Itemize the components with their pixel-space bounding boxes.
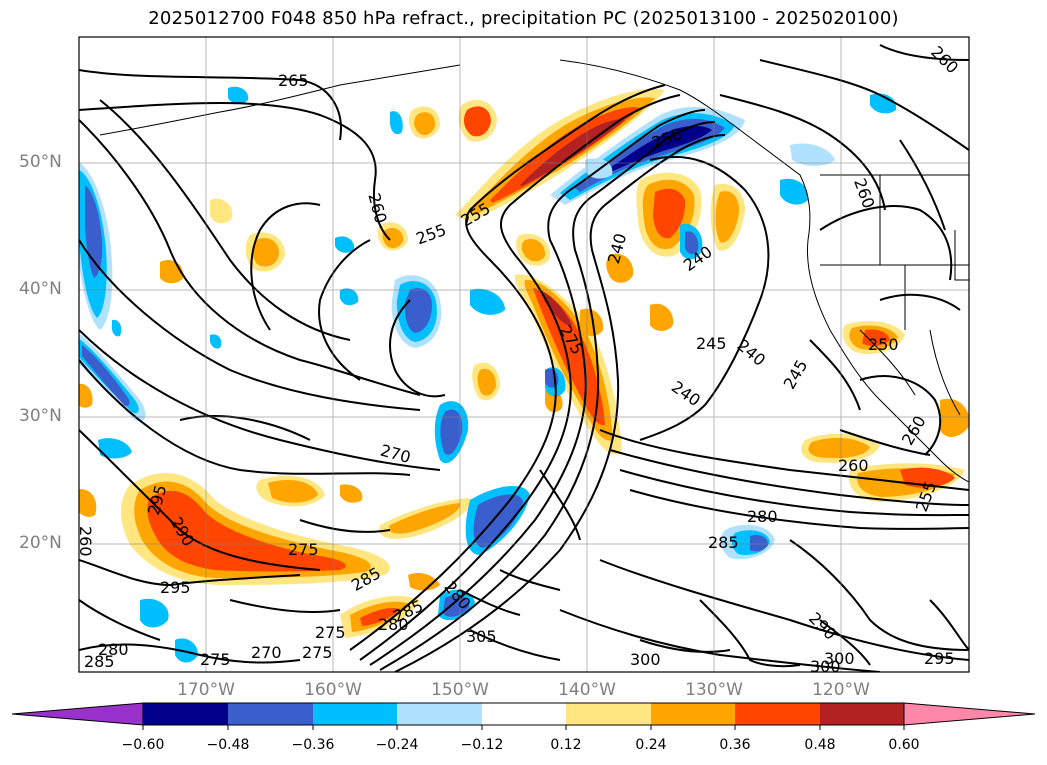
colorbar-tick-label: −0.48 xyxy=(206,737,250,753)
lon-label-130w: 130°W xyxy=(685,680,743,700)
colorbar-tick-label: 0.24 xyxy=(635,737,667,753)
contour-label: 305 xyxy=(466,627,497,646)
colorbar xyxy=(11,702,1036,730)
colorbar-segment xyxy=(313,703,397,725)
contour-label: 285 xyxy=(708,533,739,552)
contour-label: 250 xyxy=(868,335,899,354)
positive-anomaly-shading xyxy=(79,88,969,638)
contour-label: 275 xyxy=(302,643,333,662)
colorbar-tick-label: −0.12 xyxy=(460,737,504,753)
lon-label-150w: 150°W xyxy=(431,680,489,700)
colorbar-tick-label: 0.12 xyxy=(550,737,582,753)
refractivity-contours xyxy=(79,44,969,672)
lat-label-40n: 40°N xyxy=(19,279,62,299)
contour-label: 275 xyxy=(315,623,346,642)
contour-label: 280 xyxy=(98,640,129,659)
colorbar-segment xyxy=(482,703,566,725)
contour-label: 260 xyxy=(76,526,95,557)
contour-label: 285 xyxy=(84,652,115,671)
lon-label-120w: 120°W xyxy=(812,680,870,700)
contour-label: 260 xyxy=(838,456,869,475)
colorbar-segment xyxy=(735,703,820,725)
lon-label-140w: 140°W xyxy=(558,680,616,700)
colorbar-segment xyxy=(228,703,313,725)
lon-label-160w: 160°W xyxy=(304,680,362,700)
lat-label-20n: 20°N xyxy=(19,533,62,553)
contour-label: 270 xyxy=(251,643,282,662)
colorbar-tick-label: 0.48 xyxy=(804,737,836,753)
colorbar-tick-label: −0.36 xyxy=(291,737,335,753)
lat-label-50n: 50°N xyxy=(19,152,62,172)
colorbar-tick-label: −0.24 xyxy=(375,737,419,753)
lon-label-170w: 170°W xyxy=(177,680,235,700)
colorbar-max-extend xyxy=(903,702,1036,726)
colorbar-tick-label: −0.60 xyxy=(121,737,165,753)
colorbar-frame xyxy=(142,702,905,726)
colorbar-min-extend xyxy=(11,702,144,726)
negative-anomaly-shading xyxy=(79,86,897,663)
contour-label: 275 xyxy=(200,650,231,669)
contour-label: 280 xyxy=(747,507,778,526)
lat-label-30n: 30°N xyxy=(19,406,62,426)
contour-label: 245 xyxy=(696,334,727,353)
colorbar-segment xyxy=(397,703,482,725)
contour-label: 280 xyxy=(378,615,409,634)
contour-label: 265 xyxy=(278,71,309,90)
coastlines xyxy=(99,59,969,483)
colorbar-tick-label: 0.60 xyxy=(888,737,920,753)
map-frame xyxy=(78,36,970,673)
map-title: 2025012700 F048 850 hPa refract., precip… xyxy=(148,8,899,29)
contour-label: 275 xyxy=(288,540,319,559)
contour-label: 295 xyxy=(924,649,955,668)
contour-label: 300 xyxy=(810,657,841,676)
colorbar-tick-label: 0.36 xyxy=(719,737,751,753)
contour-label: 300 xyxy=(630,650,661,669)
graticule xyxy=(79,37,969,672)
colorbar-segment xyxy=(143,703,228,725)
colorbar-segment xyxy=(566,703,651,725)
colorbar-segment xyxy=(820,703,904,725)
contour-labels: 265 260 255 255 260 240 240 245 240 245 … xyxy=(76,42,962,676)
contour-label: 300 xyxy=(824,649,855,668)
map-plot-area: 265 260 255 255 260 240 240 245 240 245 … xyxy=(76,37,969,676)
colorbar-segment xyxy=(651,703,735,725)
contour-label: 295 xyxy=(160,578,191,597)
